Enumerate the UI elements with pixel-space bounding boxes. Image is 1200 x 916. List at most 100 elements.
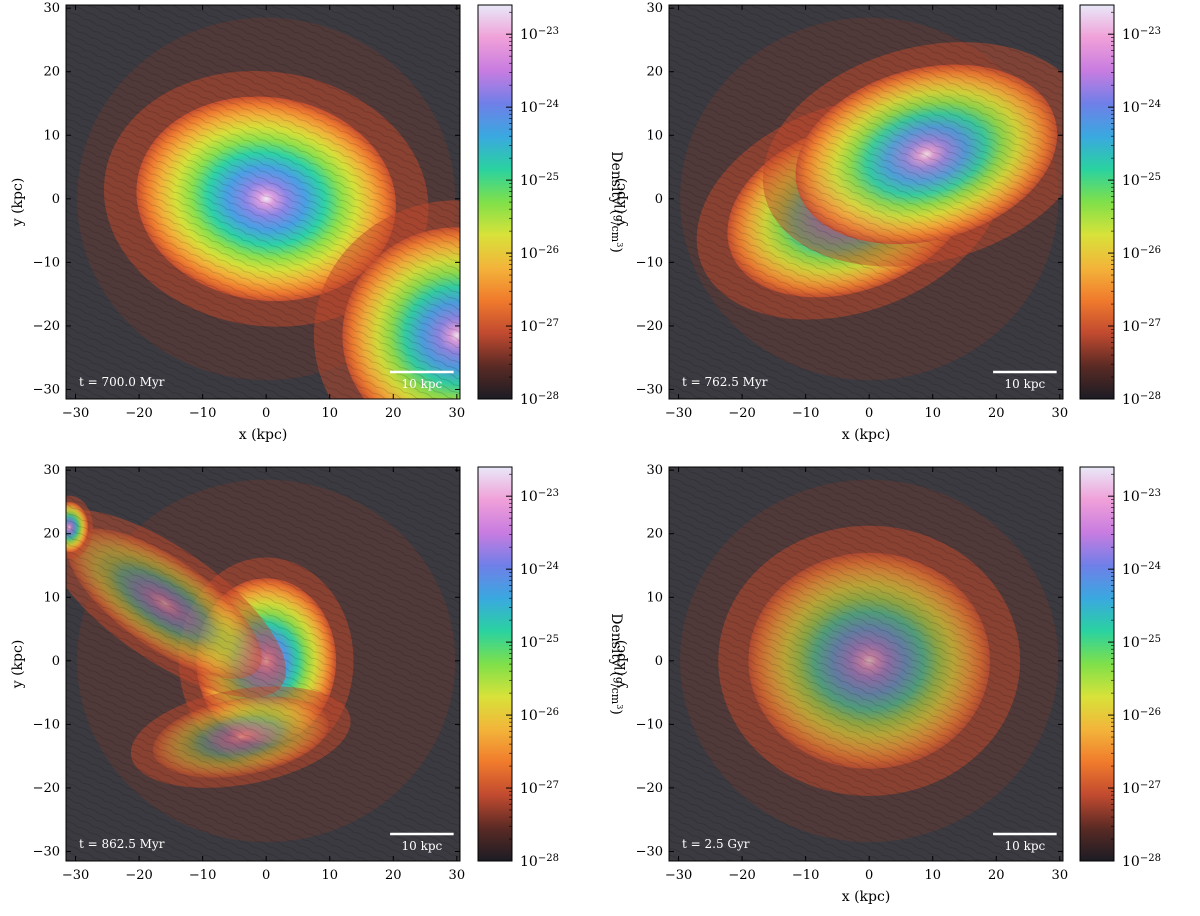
time-label: t = 762.5 Myr [682, 375, 768, 389]
x-tick-label: 30 [449, 406, 466, 421]
x-tick-label: 10 [924, 868, 941, 883]
colorbar-label: Density (g/cm3) [608, 613, 626, 715]
y-tick-label: 30 [43, 1, 60, 16]
y-axis-label: y (kpc) [10, 178, 26, 228]
scale-bar-label: 10 kpc [1004, 839, 1045, 853]
x-tick-label: −10 [189, 868, 216, 883]
x-tick-label: −20 [125, 868, 152, 883]
y-tick-label: 20 [646, 65, 663, 80]
colorbar-tick-label: 10−23 [1122, 488, 1161, 506]
colorbar-tick-label: 10−23 [520, 26, 559, 44]
y-tick-label: −30 [636, 382, 663, 397]
colorbar-tick-label: 10−28 [1122, 391, 1161, 409]
colorbar-gradient [477, 4, 513, 400]
colorbar-tick-label: 10−24 [1122, 99, 1161, 117]
colorbar-tick-label: 10−26 [1122, 245, 1161, 263]
y-tick-label: −10 [33, 717, 60, 732]
colorbar-tick-label: 10−24 [520, 99, 559, 117]
y-tick-label: −20 [636, 319, 663, 334]
y-tick-label: 20 [43, 527, 60, 542]
colorbar-tick-label: 10−26 [520, 707, 559, 725]
x-tick-label: 0 [262, 406, 270, 421]
colorbar-tick-label: 10−28 [520, 391, 559, 409]
time-label: t = 700.0 Myr [79, 375, 165, 389]
density-image [669, 467, 1063, 861]
density-image [669, 5, 1063, 399]
x-tick-label: −20 [728, 406, 755, 421]
y-axis-label: y (kpc) [613, 640, 629, 690]
y-axis-label: y (kpc) [10, 640, 26, 690]
panel-p1: −30 −20 −10 0 10 20 30 −30 −20 −10 0 10 20 30 x (kpc) y… [10, 1, 626, 443]
time-label: t = 862.5 Myr [79, 837, 165, 851]
colorbar-tick-label: 10−27 [520, 780, 559, 798]
x-tick-label: 0 [865, 406, 873, 421]
colorbar-tick-label: 10−25 [1122, 172, 1161, 190]
colorbar: 10−23 10−24 10−25 10−26 10−27 10−28 Density (g… [477, 466, 626, 871]
y-tick-label: −20 [33, 781, 60, 796]
colorbar-tick-label: 10−23 [520, 488, 559, 506]
x-tick-label: 20 [988, 868, 1005, 883]
colorbar-tick-label: 10−28 [1122, 853, 1161, 871]
y-tick-label: 0 [52, 192, 60, 207]
y-tick-label: −30 [636, 844, 663, 859]
x-tick-label: 20 [385, 406, 402, 421]
colorbar-gradient [1079, 4, 1115, 400]
density-image [66, 467, 460, 861]
x-tick-label: 30 [449, 868, 466, 883]
x-tick-label: 10 [924, 406, 941, 421]
x-axis-label: x (kpc) [842, 889, 891, 905]
x-tick-label: −30 [62, 406, 89, 421]
x-tick-label: −20 [125, 406, 152, 421]
x-tick-label: −30 [665, 868, 692, 883]
y-axis-label: y (kpc) [613, 178, 629, 228]
y-tick-label: 0 [52, 654, 60, 669]
x-tick-label: 20 [988, 406, 1005, 421]
colorbar-tick-label: 10−23 [1122, 26, 1161, 44]
scale-bar-label: 10 kpc [1004, 377, 1045, 391]
x-tick-label: 0 [262, 868, 270, 883]
density-image [66, 5, 460, 399]
y-tick-label: −10 [636, 255, 663, 270]
x-tick-label: 20 [385, 868, 402, 883]
y-tick-label: −20 [33, 319, 60, 334]
panel-p2: −30 −20 −10 0 10 20 30 −30 −20 −10 0 10 20 30 x (kpc) y… [613, 1, 1161, 443]
y-tick-label: 30 [646, 1, 663, 16]
colorbar: 10−23 10−24 10−25 10−26 10−27 10−28 Density (g… [477, 4, 626, 409]
x-tick-label: −10 [189, 406, 216, 421]
colorbar-tick-label: 10−28 [520, 853, 559, 871]
colorbar-tick-label: 10−24 [520, 561, 559, 579]
panel-p4: −30 −20 −10 0 10 20 30 −30 −20 −10 0 10 20 30 x (kpc) y… [613, 463, 1161, 905]
x-tick-label: 0 [865, 868, 873, 883]
y-tick-label: −10 [636, 717, 663, 732]
plot-frame [65, 466, 461, 862]
y-tick-label: 20 [646, 527, 663, 542]
time-label: t = 2.5 Gyr [682, 837, 750, 851]
colorbar-tick-label: 10−27 [1122, 318, 1161, 336]
x-tick-label: 10 [321, 868, 338, 883]
x-tick-label: −10 [792, 406, 819, 421]
y-tick-label: 10 [43, 590, 60, 605]
y-tick-label: 0 [655, 192, 663, 207]
colorbar-label: Density (g/cm3) [608, 151, 626, 253]
colorbar-tick-label: 10−25 [520, 634, 559, 652]
x-tick-label: −20 [728, 868, 755, 883]
y-tick-label: −10 [33, 255, 60, 270]
y-tick-label: 0 [655, 654, 663, 669]
x-tick-label: 10 [321, 406, 338, 421]
y-tick-label: 30 [43, 463, 60, 478]
plot-frame [668, 4, 1064, 400]
x-axis-label: x (kpc) [842, 427, 891, 443]
panel-p3: −30 −20 −10 0 10 20 30 −30 −20 −10 0 10 20 30 y (kpc) t… [10, 463, 626, 883]
colorbar-tick-label: 10−24 [1122, 561, 1161, 579]
x-tick-label: −10 [792, 868, 819, 883]
y-tick-label: −20 [636, 781, 663, 796]
colorbar-tick-label: 10−26 [520, 245, 559, 263]
colorbar-gradient [477, 466, 513, 862]
x-tick-label: 30 [1052, 868, 1069, 883]
plot-frame [668, 466, 1064, 862]
colorbar-tick-label: 10−25 [520, 172, 559, 190]
x-tick-label: −30 [665, 406, 692, 421]
plot-frame [65, 4, 461, 400]
colorbar-tick-label: 10−27 [1122, 780, 1161, 798]
